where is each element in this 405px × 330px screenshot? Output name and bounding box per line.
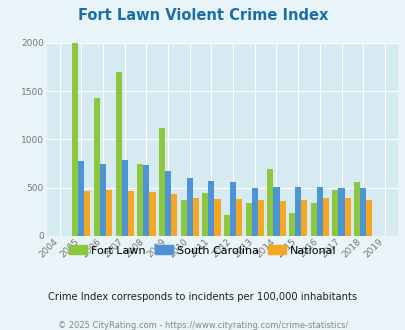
Bar [359,188,365,236]
Bar [208,182,214,236]
Bar [288,213,294,236]
Bar [267,169,273,236]
Bar [214,199,220,236]
Bar [115,72,122,236]
Bar [344,198,350,236]
Bar [171,194,177,236]
Bar [316,187,322,236]
Bar [301,200,307,236]
Bar [365,200,371,236]
Bar [180,200,186,236]
Text: Crime Index corresponds to incidents per 100,000 inhabitants: Crime Index corresponds to incidents per… [48,292,357,302]
Text: Fort Lawn Violent Crime Index: Fort Lawn Violent Crime Index [78,8,327,23]
Bar [143,165,149,236]
Bar [122,160,128,236]
Bar [294,187,301,236]
Bar [159,128,165,236]
Bar [94,98,100,236]
Bar [84,191,90,236]
Bar [273,187,279,236]
Bar [202,192,208,236]
Bar [78,161,84,236]
Bar [245,203,251,236]
Bar [192,198,198,236]
Bar [322,198,328,236]
Bar [137,164,143,236]
Legend: Fort Lawn, South Carolina, National: Fort Lawn, South Carolina, National [64,241,341,260]
Bar [279,201,285,236]
Bar [106,190,112,236]
Bar [338,188,344,236]
Bar [332,190,338,236]
Bar [257,200,263,236]
Bar [224,215,230,236]
Bar [149,191,155,236]
Bar [186,178,192,236]
Bar [230,182,236,236]
Bar [165,171,171,236]
Bar [128,191,134,236]
Bar [310,203,316,236]
Text: © 2025 CityRating.com - https://www.cityrating.com/crime-statistics/: © 2025 CityRating.com - https://www.city… [58,321,347,330]
Bar [236,199,242,236]
Bar [100,164,106,236]
Bar [72,43,78,236]
Bar [251,188,257,236]
Bar [353,182,359,236]
